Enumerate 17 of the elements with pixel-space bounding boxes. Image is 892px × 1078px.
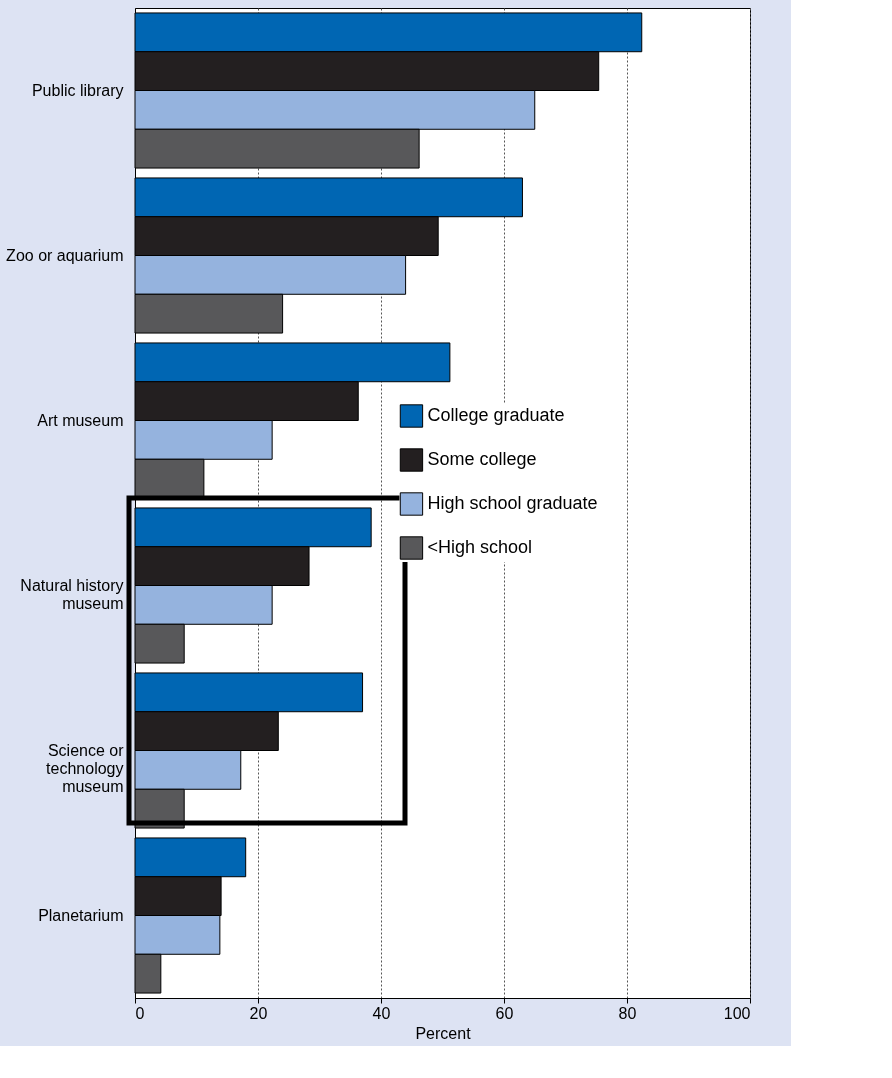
x-tick-label: 40	[372, 1004, 391, 1022]
y-tick-label: Science or technology museum	[46, 741, 125, 795]
x-axis-title: Percent	[415, 1024, 472, 1042]
y-tick-label: Art museum	[37, 411, 124, 429]
x-tick-label: 60	[495, 1004, 514, 1022]
legend-label: High school graduate	[427, 493, 598, 513]
legend-label: College graduate	[427, 405, 565, 425]
x-tick-label: 0	[135, 1004, 145, 1022]
y-tick-label: Planetarium	[38, 906, 124, 924]
x-tick-label: 80	[618, 1004, 637, 1022]
y-tick-label: Natural history museum	[20, 576, 124, 612]
legend-label: Some college	[427, 449, 537, 469]
legend-label: <High school	[427, 537, 533, 557]
x-tick-label: 100	[723, 1004, 751, 1022]
x-tick-label: 20	[249, 1004, 268, 1022]
y-tick-label: Zoo or aquarium	[6, 246, 124, 264]
y-tick-label: Public library	[31, 81, 124, 99]
